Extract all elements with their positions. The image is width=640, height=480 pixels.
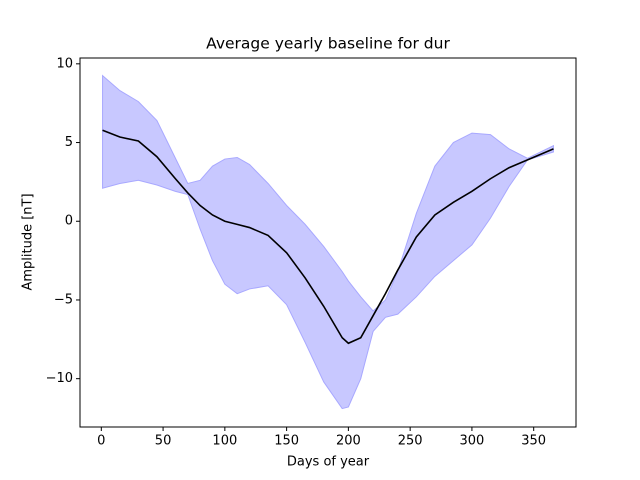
y-tick-label: −5 [54, 292, 73, 307]
x-tick-label: 200 [336, 434, 361, 449]
x-tick-label: 50 [155, 434, 172, 449]
y-axis-label: Amplitude [nT] [21, 193, 36, 290]
y-tick-label: −10 [46, 371, 73, 386]
chart-title: Average yearly baseline for dur [206, 35, 450, 53]
x-tick-label: 150 [274, 434, 299, 449]
x-axis-label: Days of year [287, 455, 370, 470]
x-tick-label: 100 [212, 434, 237, 449]
y-tick-label: 10 [56, 56, 73, 71]
y-tick-label: 0 [65, 214, 73, 229]
mean-line [102, 129, 554, 345]
x-tick-label: 300 [460, 434, 485, 449]
x-tick-label: 0 [97, 434, 105, 449]
x-tick-label: 250 [398, 434, 423, 449]
plot-frame [79, 57, 577, 428]
confidence-band [102, 74, 554, 410]
x-tick-label: 350 [521, 434, 546, 449]
y-tick-label: 5 [65, 135, 73, 150]
